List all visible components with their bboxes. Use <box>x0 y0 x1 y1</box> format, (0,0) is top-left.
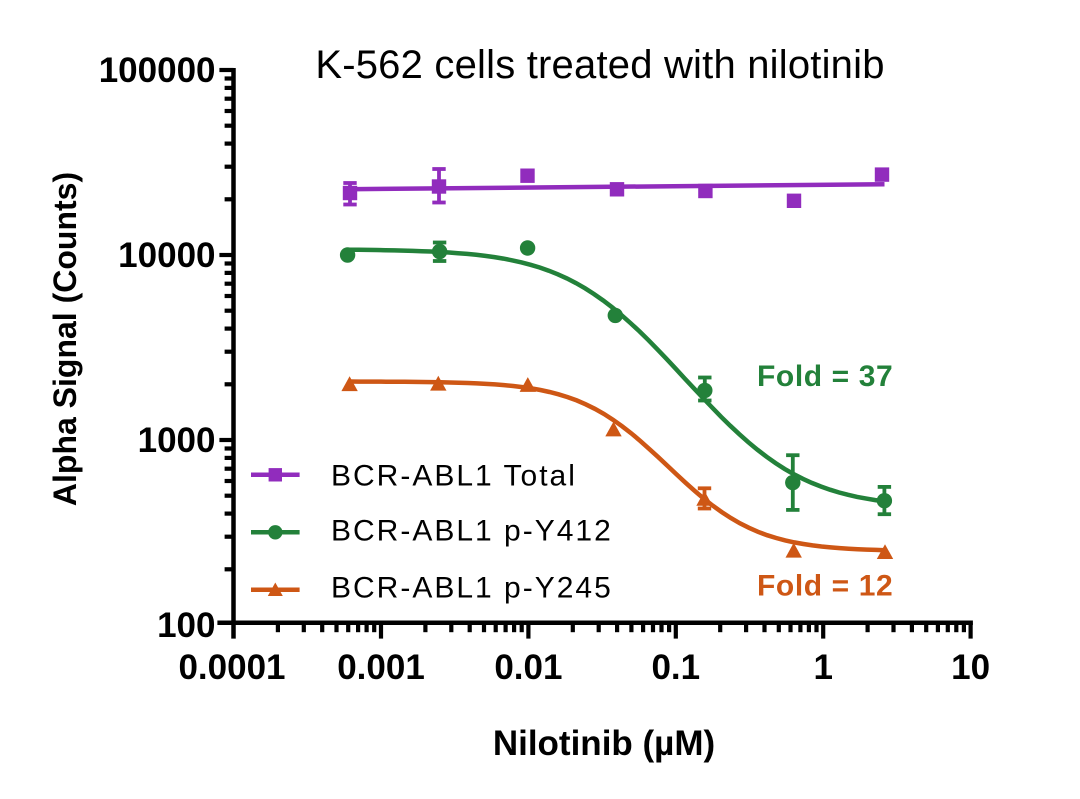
svg-text:BCR-ABL1 p-Y412: BCR-ABL1 p-Y412 <box>331 515 613 548</box>
svg-text:Nilotinib (µM): Nilotinib (µM) <box>493 724 715 763</box>
svg-text:10000: 10000 <box>118 236 215 275</box>
svg-text:Fold = 12: Fold = 12 <box>757 570 893 603</box>
svg-text:10: 10 <box>951 648 990 687</box>
svg-text:100000: 100000 <box>99 51 216 90</box>
svg-text:0.001: 0.001 <box>337 648 425 687</box>
svg-text:1000: 1000 <box>138 421 216 460</box>
svg-text:0.01: 0.01 <box>494 648 562 687</box>
svg-text:Alpha Signal (Counts): Alpha Signal (Counts) <box>47 172 83 506</box>
svg-text:0.1: 0.1 <box>651 648 700 687</box>
svg-text:K-562 cells treated with nilot: K-562 cells treated with nilotinib <box>315 43 884 87</box>
svg-text:0.0001: 0.0001 <box>178 648 285 687</box>
svg-text:1: 1 <box>813 648 832 687</box>
svg-text:Fold = 37: Fold = 37 <box>757 360 893 393</box>
svg-text:100: 100 <box>157 606 215 645</box>
svg-text:BCR-ABL1 p-Y245: BCR-ABL1 p-Y245 <box>331 572 613 605</box>
svg-text:BCR-ABL1 Total: BCR-ABL1 Total <box>331 460 577 493</box>
